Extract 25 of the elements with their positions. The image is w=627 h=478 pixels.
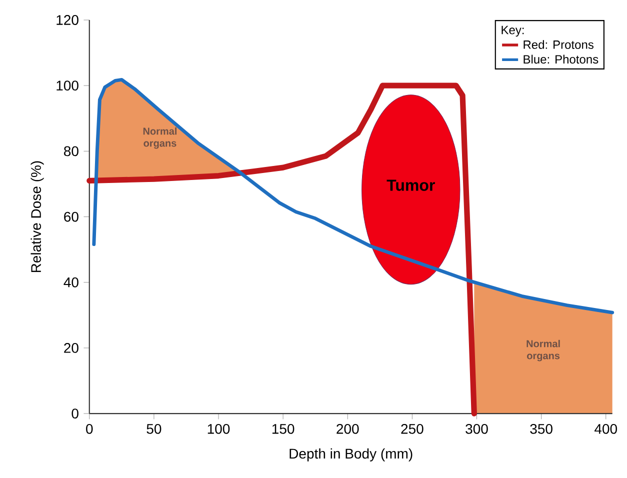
annotation: Tumor [386,180,435,192]
x-tick-label: 50 [146,424,162,434]
legend-label: Red: Protons [524,40,594,50]
y-tick-label: 40 [64,278,78,288]
y-tick-label: 60 [64,212,78,222]
legend-title: Key: [502,26,524,37]
x-tick-label: 250 [401,424,424,434]
y-tick-label: 20 [64,343,78,354]
x-tick-label: 150 [272,424,294,434]
y-tick-label: 120 [56,15,78,26]
legend-label: Blue: Photons [524,54,598,64]
y-tick-label: 0 [72,408,78,419]
x-tick-label: 350 [530,424,552,434]
x-tick-label: 0 [86,424,93,434]
y-axis-title: Relative Dose (%) [30,161,44,272]
x-axis-title: Depth in Body (mm) [290,448,412,462]
y-tick-label: 80 [64,146,78,156]
annotation: Normal organs [526,340,560,362]
line-series [92,78,614,314]
x-tick-label: 400 [594,424,618,434]
x-tick-label: 200 [336,424,359,434]
y-tick-label: 100 [56,80,78,91]
x-tick-label: 100 [208,424,230,434]
x-tick-label: 300 [466,424,488,434]
annotation: Normal organs [143,128,177,149]
